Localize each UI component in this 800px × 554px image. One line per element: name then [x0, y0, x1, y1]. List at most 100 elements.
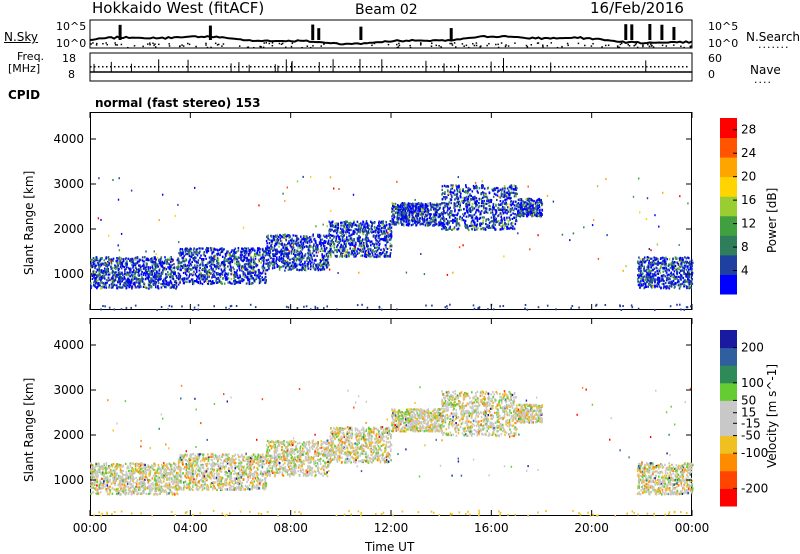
scatter-cell — [240, 265, 243, 268]
scatter-cell — [507, 189, 510, 192]
scatter-cell — [184, 272, 187, 275]
scatter-cell — [287, 263, 290, 266]
scatter-cell — [141, 280, 144, 283]
scatter-cell — [241, 267, 244, 271]
scatter-cell — [506, 202, 509, 206]
nave-point — [446, 66, 448, 68]
scatter-cell — [365, 225, 367, 229]
scatter-cell — [120, 264, 122, 267]
nave-point — [206, 66, 208, 68]
scatter-cell — [363, 247, 366, 250]
scatter-cell — [105, 257, 108, 260]
scatter-cell — [392, 213, 394, 216]
nave-point — [218, 66, 220, 68]
scatter-cell — [379, 238, 382, 241]
nsearch-point — [530, 44, 533, 46]
scatter-cell — [465, 190, 467, 193]
scatter-cell — [188, 260, 190, 263]
scatter-cell — [422, 219, 425, 222]
scatter-cell — [407, 213, 410, 216]
scatter-cell — [119, 286, 121, 289]
scatter-cell — [410, 207, 413, 210]
scatter-cell — [538, 201, 541, 204]
scatter-cell — [470, 197, 472, 200]
scatter-cell — [207, 282, 210, 285]
scatter-cell — [114, 264, 116, 267]
scatter-cell — [199, 280, 201, 283]
scatter-cell — [378, 234, 380, 237]
scatter-cell — [272, 264, 274, 267]
scatter-cell — [150, 259, 152, 262]
scatter-cell — [188, 270, 190, 273]
nsearch-point — [262, 46, 265, 49]
scatter-cell — [334, 240, 337, 243]
scatter-cell — [136, 257, 139, 260]
scatter-cell — [503, 206, 506, 209]
scatter-cell — [148, 273, 151, 276]
scatter-cell — [298, 255, 300, 258]
scatter-cell — [383, 237, 386, 240]
scatter-cell — [124, 268, 126, 271]
scatter-cell — [175, 274, 178, 278]
scatter-cell — [112, 277, 115, 280]
scatter-cell — [136, 268, 138, 271]
scatter-cell — [252, 256, 255, 259]
scatter-cell — [262, 266, 265, 269]
scatter-cell — [114, 276, 117, 279]
scatter-cell — [455, 197, 458, 200]
scatter-cell — [363, 245, 365, 248]
scatter-cell — [447, 203, 449, 206]
scatter-cell — [126, 282, 128, 286]
scatter-cell — [519, 209, 522, 212]
scatter-cell — [379, 253, 382, 256]
scatter-cell — [161, 263, 163, 266]
scatter-cell — [242, 249, 245, 252]
scatter-cell — [217, 249, 219, 252]
scatter-cell — [382, 223, 384, 226]
scatter-cell — [194, 280, 196, 283]
scatter-cell — [113, 271, 116, 274]
nave-point — [322, 66, 324, 68]
scatter-cell — [424, 210, 427, 213]
scatter-cell — [245, 247, 248, 250]
scatter-cell — [366, 222, 369, 225]
scatter-cell — [484, 202, 486, 205]
scatter-cell — [283, 262, 285, 265]
nave-point — [350, 66, 352, 68]
scatter-cell — [304, 254, 306, 257]
scatter-cell — [313, 244, 315, 247]
scatter-cell — [342, 228, 344, 231]
scatter-cell — [457, 186, 460, 189]
scatter-cell — [297, 253, 299, 256]
scatter-cell — [501, 227, 504, 230]
scatter-cell — [171, 263, 173, 267]
scatter-cell — [282, 255, 285, 258]
scatter-cell — [191, 268, 193, 271]
scatter-cell — [161, 284, 164, 288]
scatter-cell — [308, 239, 310, 243]
scatter-cell — [236, 258, 239, 261]
nave-point — [198, 66, 200, 68]
scatter-cell — [176, 276, 178, 279]
nave-point — [566, 66, 568, 68]
scatter-cell — [417, 206, 420, 209]
nave-point — [582, 66, 584, 68]
scatter-cell — [397, 208, 400, 211]
scatter-cell — [252, 266, 255, 269]
scatter-cell — [329, 234, 332, 237]
scatter-cell — [130, 261, 133, 264]
scatter-cell — [159, 276, 161, 279]
scatter-cell — [165, 280, 168, 283]
scatter-cell — [350, 225, 353, 228]
scatter-cell — [127, 278, 130, 281]
scatter-cell — [475, 205, 477, 208]
scatter-cell — [126, 260, 128, 263]
scatter-cell — [390, 226, 393, 229]
scatter-cell — [509, 185, 512, 188]
scatter-cell — [129, 284, 132, 287]
scatter-cell — [310, 240, 313, 243]
scatter-cell — [459, 204, 461, 207]
scatter-cell — [343, 225, 345, 229]
scatter-cell — [111, 281, 114, 284]
scatter-cell — [482, 227, 484, 230]
